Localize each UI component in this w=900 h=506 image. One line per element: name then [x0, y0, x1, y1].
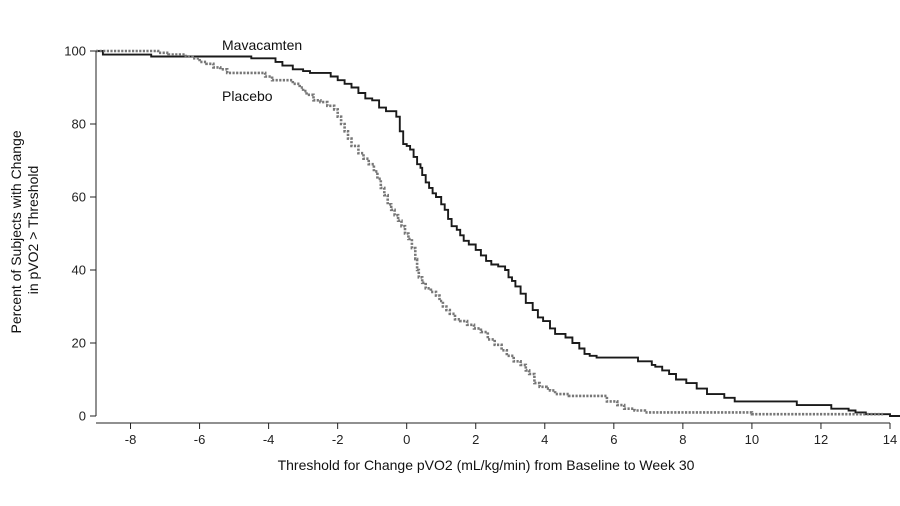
x-tick-label: -8 — [125, 432, 137, 447]
series-line-mavacamten — [96, 50, 900, 417]
y-tick-label: 0 — [79, 409, 86, 424]
x-tick-label: 12 — [814, 432, 828, 447]
y-axis-title-line-1: Percent of Subjects with Change — [8, 130, 24, 333]
series-label-placebo: Placebo — [222, 88, 273, 104]
x-tick-label: 8 — [679, 432, 686, 447]
y-tick-label: 100 — [64, 44, 86, 59]
plot-area — [96, 49, 900, 417]
y-axis-ticks: 0 20 40 60 80 100 — [64, 44, 96, 424]
y-tick-label: 60 — [72, 190, 86, 205]
x-tick-label: 2 — [472, 432, 479, 447]
x-axis-ticks: -8 -6 -4 -2 0 2 4 6 8 10 12 14 — [125, 423, 897, 447]
x-tick-label: 6 — [610, 432, 617, 447]
x-tick-label: -2 — [332, 432, 344, 447]
series-line-placebo — [96, 49, 884, 416]
axes: -8 -6 -4 -2 0 2 4 6 8 10 12 14 0 20 40 60 80 100 — [64, 44, 897, 448]
y-tick-label: 20 — [72, 336, 86, 351]
y-tick-label: 40 — [72, 263, 86, 278]
x-axis-title: Threshold for Change pVO2 (mL/kg/min) fr… — [278, 457, 695, 473]
y-axis-title: Percent of Subjects with Change in pVO2 … — [8, 126, 41, 333]
x-tick-label: -4 — [263, 432, 275, 447]
x-tick-label: 10 — [745, 432, 759, 447]
x-tick-label: 4 — [541, 432, 548, 447]
x-tick-label: 0 — [403, 432, 410, 447]
y-tick-label: 80 — [72, 117, 86, 132]
x-tick-label: 14 — [883, 432, 897, 447]
y-axis-title-line-2: in pVO2 > Threshold — [25, 166, 41, 295]
series-label-mavacamten: Mavacamten — [222, 37, 302, 53]
x-tick-label: -6 — [194, 432, 206, 447]
